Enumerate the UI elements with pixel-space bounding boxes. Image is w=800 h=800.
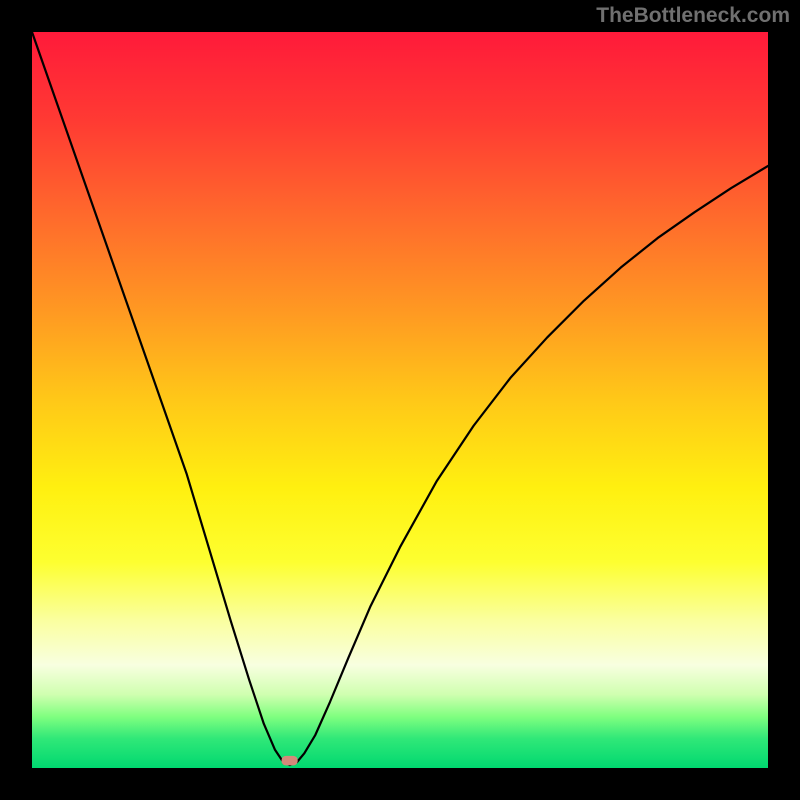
optimum-marker [282,756,298,766]
watermark-text: TheBottleneck.com [596,4,790,28]
gradient-background [32,32,768,768]
chart-svg [32,32,768,768]
bottleneck-chart [32,32,768,768]
